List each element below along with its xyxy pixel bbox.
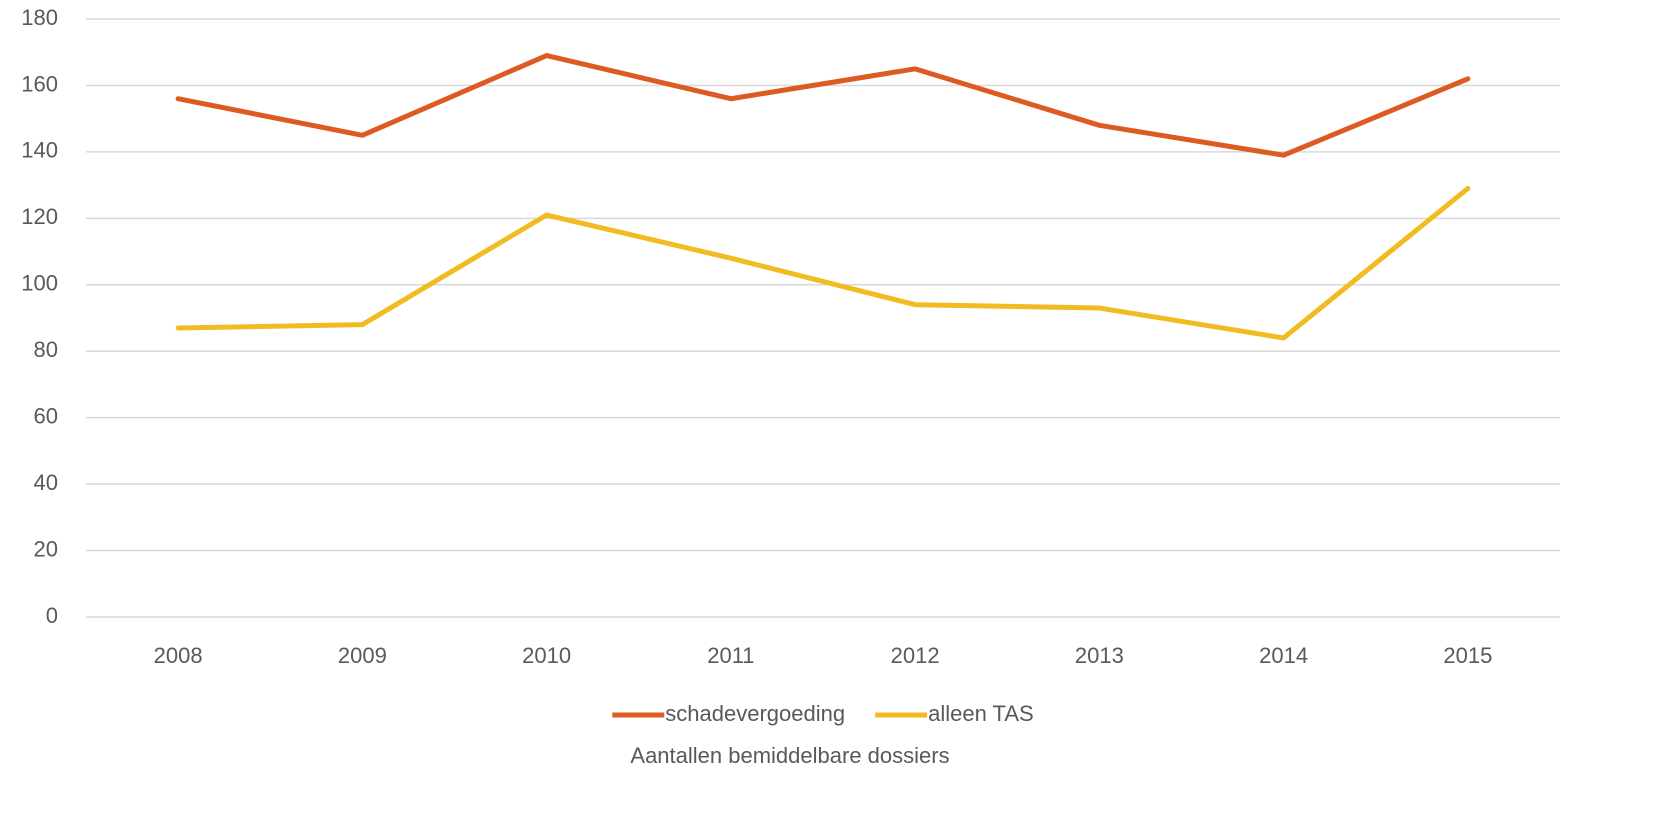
x-tick-label: 2010 — [522, 643, 571, 668]
y-tick-label: 160 — [21, 71, 58, 96]
x-tick-label: 2014 — [1259, 643, 1308, 668]
x-tick-label: 2012 — [891, 643, 940, 668]
y-tick-label: 0 — [46, 603, 58, 628]
x-tick-label: 2009 — [338, 643, 387, 668]
y-tick-label: 180 — [21, 5, 58, 30]
y-tick-label: 120 — [21, 204, 58, 229]
y-tick-label: 140 — [21, 138, 58, 163]
x-tick-label: 2011 — [707, 643, 754, 668]
x-tick-label: 2008 — [154, 643, 203, 668]
legend-label: schadevergoeding — [665, 701, 845, 726]
legend-label: alleen TAS — [928, 701, 1034, 726]
y-tick-label: 20 — [34, 536, 58, 561]
x-axis-label: Aantallen bemiddelbare dossiers — [630, 743, 949, 768]
line-series — [175, 185, 1471, 341]
y-tick-label: 80 — [34, 337, 58, 362]
y-tick-label: 100 — [21, 271, 58, 296]
line-series — [175, 53, 1471, 158]
y-tick-label: 60 — [34, 403, 58, 428]
y-tick-label: 40 — [34, 470, 58, 495]
x-tick-label: 2015 — [1443, 643, 1492, 668]
x-tick-label: 2013 — [1075, 643, 1124, 668]
